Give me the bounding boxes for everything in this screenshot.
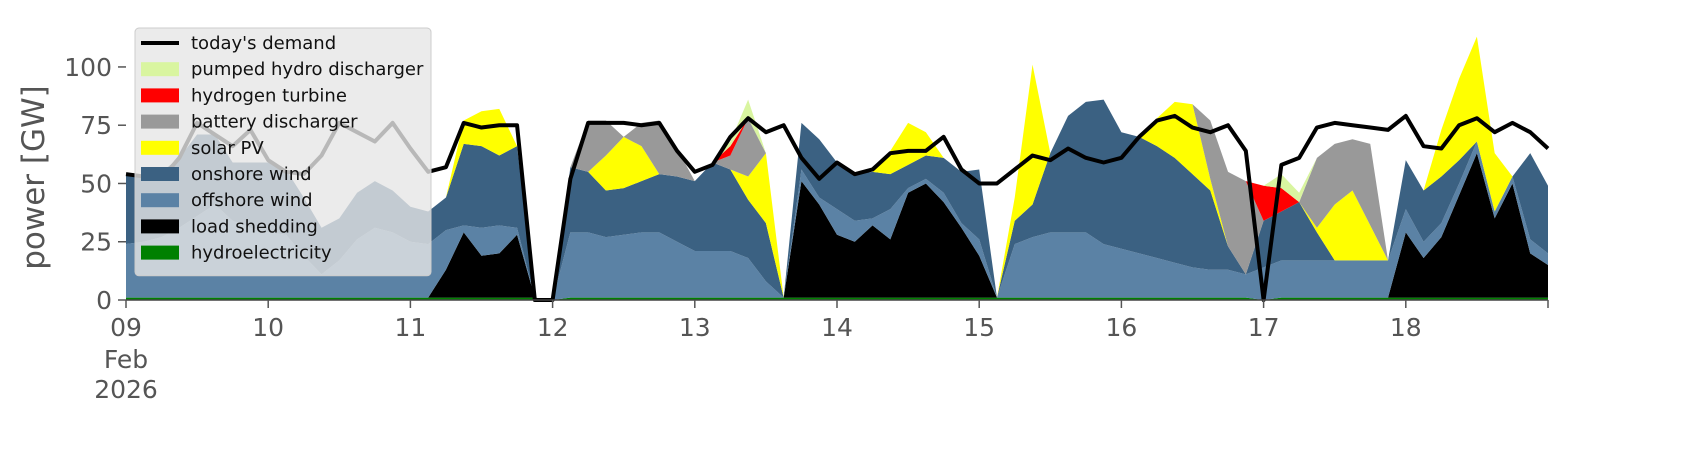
- legend-box: [134, 27, 432, 277]
- x-tick-label: 14: [821, 313, 853, 342]
- legend-item-hydroelectricity: hydroelectricity: [141, 243, 332, 264]
- y-tick-label: 75: [80, 111, 112, 140]
- legend-label: hydrogen turbine: [191, 85, 347, 106]
- legend-label: solar PV: [191, 138, 264, 159]
- x-tick-label: 15: [963, 313, 995, 342]
- legend-label: battery discharger: [191, 112, 358, 133]
- x-tick-label: 16: [1105, 313, 1137, 342]
- legend-item-hydrogen-turbine: hydrogen turbine: [141, 85, 347, 106]
- x-axis-month-label: Feb: [104, 345, 148, 374]
- legend-swatch: [141, 167, 179, 181]
- legend-item-load-shedding: load shedding: [141, 216, 318, 237]
- y-tick-label: 50: [80, 169, 112, 198]
- x-axis-ticks: 09 10 11 12 13 14 15 16 17 18: [110, 300, 1549, 342]
- legend-item-battery-discharger: battery discharger: [141, 112, 358, 133]
- legend-item-offshore-wind: offshore wind: [141, 190, 313, 211]
- x-tick-label: 09: [110, 313, 142, 342]
- legend-swatch: [141, 88, 179, 103]
- legend-item-onshore-wind: onshore wind: [141, 164, 312, 185]
- x-axis-year-label: 2026: [94, 375, 158, 404]
- legend-item-solar-pv: solar PV: [141, 138, 264, 159]
- x-tick-label: 13: [679, 313, 711, 342]
- area-offshore-wind: [126, 141, 1548, 300]
- legend-swatch: [141, 193, 179, 208]
- legend-label: offshore wind: [191, 190, 313, 211]
- legend-swatch: [141, 62, 179, 77]
- x-tick-label: 18: [1390, 313, 1422, 342]
- legend-label: onshore wind: [191, 164, 312, 185]
- legend-swatch: [141, 219, 179, 234]
- y-tick-label: 25: [80, 228, 112, 257]
- y-tick-label: 100: [64, 53, 112, 82]
- legend-swatch: [141, 140, 179, 155]
- legend-label: today's demand: [191, 33, 336, 54]
- legend-swatch: [141, 114, 179, 129]
- legend-label: pumped hydro discharger: [191, 59, 424, 80]
- y-axis-label: power [GW]: [16, 85, 52, 270]
- legend-item-today-s-demand: today's demand: [141, 33, 336, 54]
- legend-item-pumped-hydro-discharger: pumped hydro discharger: [141, 59, 424, 80]
- legend-label: load shedding: [191, 216, 318, 237]
- x-tick-label: 10: [252, 313, 284, 342]
- axes: 0 25 50 75 100 09 10 11 12 13 14 15 16 17 18 Feb 2026…: [16, 53, 1549, 404]
- x-tick-label: 17: [1248, 313, 1280, 342]
- legend-swatch: [141, 245, 179, 260]
- area-load-shedding: [126, 153, 1548, 300]
- x-tick-label: 12: [537, 313, 569, 342]
- legend-items: today's demand pumped hydro discharger hyd…: [141, 33, 424, 264]
- y-tick-label: 0: [96, 286, 112, 315]
- area-onshore-wind: [126, 99, 1548, 301]
- x-tick-label: 11: [394, 313, 426, 342]
- legend: today's demand pumped hydro discharger hyd…: [134, 27, 432, 277]
- legend-label: hydroelectricity: [191, 243, 332, 264]
- y-axis-ticks: 0 25 50 75 100: [64, 53, 126, 315]
